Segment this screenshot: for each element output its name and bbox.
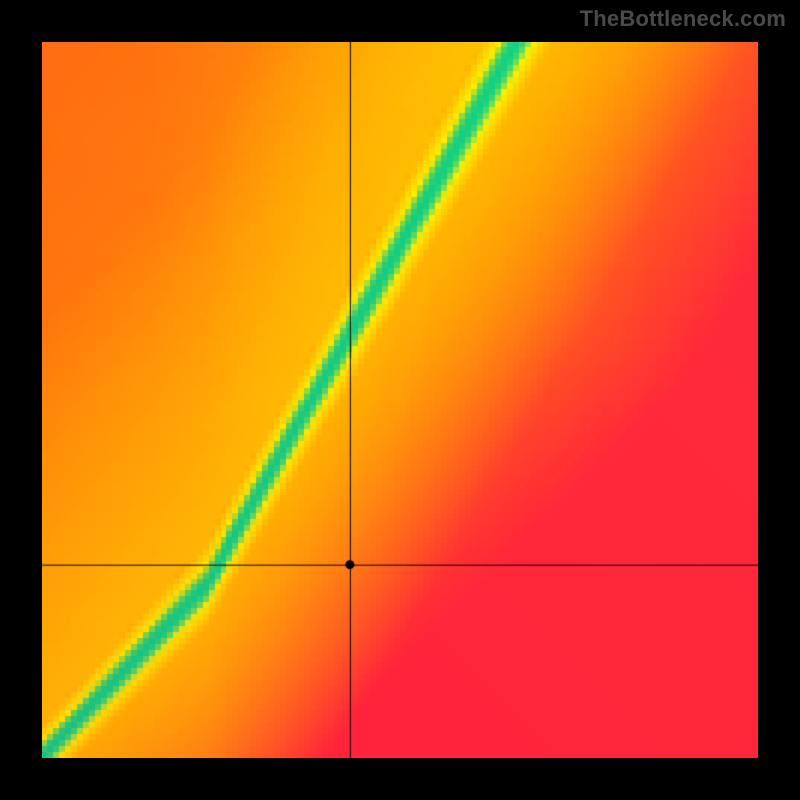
watermark-text: TheBottleneck.com <box>580 6 786 32</box>
heatmap-canvas <box>42 42 758 758</box>
chart-container: TheBottleneck.com <box>0 0 800 800</box>
